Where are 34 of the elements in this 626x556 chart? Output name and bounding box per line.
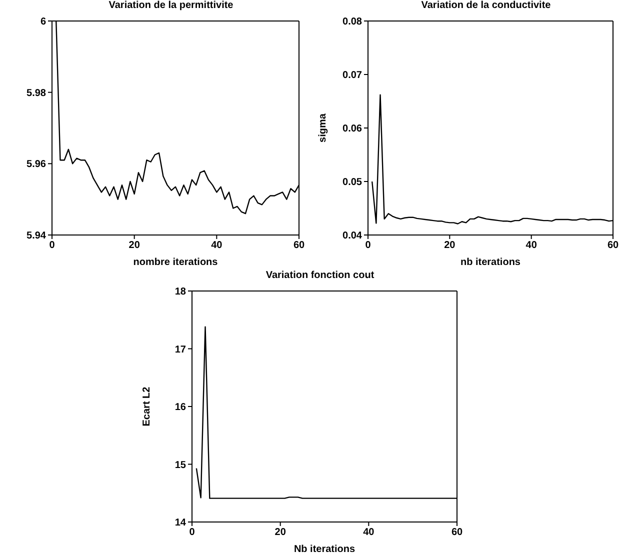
y-tick-label: 5.96 xyxy=(26,159,46,170)
x-tick-label: 60 xyxy=(451,527,463,538)
y-tick-label: 14 xyxy=(174,518,186,529)
y-tick-label: 17 xyxy=(174,344,186,356)
y-tick-label: 0.08 xyxy=(342,16,362,28)
chart-title: Variation de la conductivite xyxy=(420,0,552,13)
x-axis-title: Nb iterations xyxy=(294,544,356,555)
y-tick-label: 0.05 xyxy=(342,177,362,188)
x-axis-title: nb iterations xyxy=(460,257,521,268)
x-tick-label: 0 xyxy=(365,240,372,252)
y-tick-label: 0.04 xyxy=(342,230,362,242)
x-axis-title: nombre iterations xyxy=(133,257,218,268)
y-axis-title: Ecart L2 xyxy=(142,386,153,426)
y-tick-label: 6 xyxy=(40,16,46,28)
x-tick-label: 60 xyxy=(293,240,305,252)
y-tick-label: 18 xyxy=(174,286,186,298)
y-tick-label: 0.07 xyxy=(342,70,362,82)
x-tick-label: 0 xyxy=(189,527,196,538)
x-tick-label: 20 xyxy=(274,527,286,538)
y-tick-label: 16 xyxy=(174,402,186,414)
x-tick-label: 40 xyxy=(211,240,223,252)
chart-title: Variation fonction cout xyxy=(264,270,376,283)
y-axis-title: sigma xyxy=(318,113,329,142)
x-tick-label: 60 xyxy=(607,240,619,252)
y-tick-label: 5.94 xyxy=(26,230,46,242)
x-tick-label: 40 xyxy=(526,240,538,252)
x-tick-label: 0 xyxy=(49,240,56,252)
y-tick-label: 5.98 xyxy=(26,88,46,99)
x-tick-label: 40 xyxy=(363,527,375,538)
x-tick-label: 20 xyxy=(444,240,456,252)
chart-title: Variation de la permittivite xyxy=(108,0,234,13)
x-tick-label: 20 xyxy=(128,240,140,252)
y-tick-label: 15 xyxy=(174,460,186,471)
y-tick-label: 0.06 xyxy=(342,124,362,135)
